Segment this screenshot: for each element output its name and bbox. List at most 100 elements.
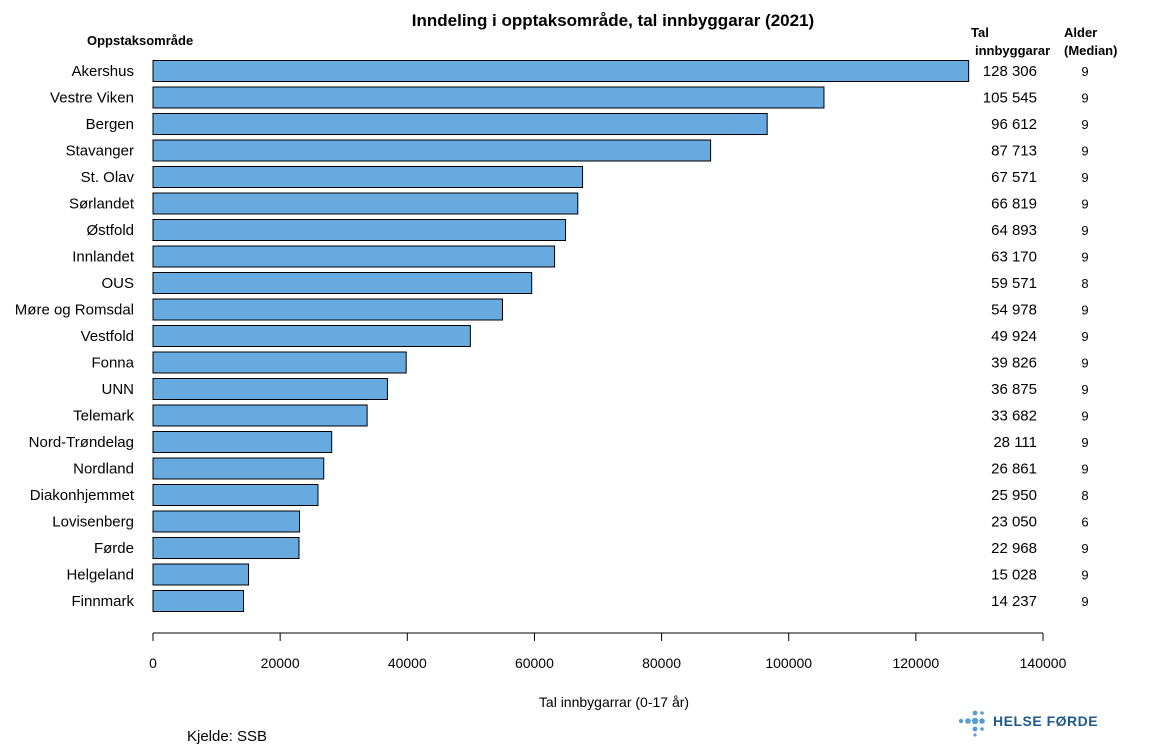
x-tick-label: 60000 xyxy=(515,655,554,671)
source-note: Kjelde: SSB xyxy=(187,728,267,745)
value-label: 23 050 xyxy=(991,514,1037,531)
median-age-label: 9 xyxy=(1081,462,1088,477)
category-label: Akershus xyxy=(71,63,134,80)
value-header-line2: innbyggarar xyxy=(975,43,1050,58)
value-label: 49 924 xyxy=(991,328,1037,345)
value-label: 15 028 xyxy=(991,567,1037,584)
median-age-label: 9 xyxy=(1081,64,1088,79)
category-label: OUS xyxy=(101,275,134,292)
median-age-label: 9 xyxy=(1081,329,1088,344)
age-labels: 9 9 9 9 9 9 9 9 8 9 9 9 9 9 9 9 8 6 9 9 9 xyxy=(1081,64,1088,609)
value-label: 39 826 xyxy=(991,355,1037,372)
x-axis: 0 20000 40000 60000 80000 100000 120000 140000 xyxy=(149,632,1067,671)
value-label: 28 111 xyxy=(993,434,1037,451)
category-label: Diakonhjemmet xyxy=(30,487,135,504)
logo-text: HELSE FØRDE xyxy=(993,713,1098,729)
category-label: Helgeland xyxy=(66,567,134,584)
median-age-label: 9 xyxy=(1081,435,1088,450)
value-label: 66 819 xyxy=(991,196,1037,213)
value-label: 59 571 xyxy=(991,275,1037,292)
helse-forde-logo: HELSE FØRDE xyxy=(958,710,1098,737)
median-age-label: 9 xyxy=(1081,409,1088,424)
bar xyxy=(152,139,712,162)
category-label: Sørlandet xyxy=(69,196,135,213)
category-label: Bergen xyxy=(86,116,134,133)
median-age-label: 9 xyxy=(1081,91,1088,106)
bar xyxy=(152,457,325,480)
median-age-label: 9 xyxy=(1081,170,1088,185)
category-header: Oppstaksområde xyxy=(87,33,193,48)
bar xyxy=(152,113,768,135)
category-label: Lovisenberg xyxy=(52,514,134,531)
x-tick-label: 80000 xyxy=(642,655,681,671)
x-tick-label: 140000 xyxy=(1020,655,1067,671)
x-axis-label: Tal innbygarrar (0-17 år) xyxy=(539,694,689,710)
bar xyxy=(152,86,825,109)
median-age-label: 9 xyxy=(1081,250,1088,265)
age-header-line1: Alder xyxy=(1064,25,1097,40)
value-label: 105 545 xyxy=(983,90,1037,107)
median-age-label: 9 xyxy=(1081,303,1088,318)
category-label: Førde xyxy=(94,540,134,557)
median-age-label: 9 xyxy=(1081,144,1088,159)
value-label: 87 713 xyxy=(991,143,1037,160)
category-label: Vestfold xyxy=(81,328,134,345)
value-labels: 128 306 105 545 96 612 87 713 67 571 66 819 64… xyxy=(983,63,1037,610)
value-label: 33 682 xyxy=(991,408,1037,425)
bar xyxy=(152,60,970,82)
value-label: 64 893 xyxy=(991,222,1037,239)
bar xyxy=(152,510,301,533)
value-label: 96 612 xyxy=(991,116,1037,133)
bar xyxy=(152,404,368,427)
median-age-label: 8 xyxy=(1081,488,1088,503)
category-labels: Akershus Vestre Viken Bergen Stavanger St. O… xyxy=(15,63,135,610)
median-age-label: 9 xyxy=(1081,197,1088,212)
median-age-label: 9 xyxy=(1081,382,1088,397)
category-label: UNN xyxy=(102,381,135,398)
value-header-line1: Tal xyxy=(971,25,989,40)
value-label: 54 978 xyxy=(991,302,1037,319)
value-label: 26 861 xyxy=(991,461,1037,478)
logo-dots-icon xyxy=(958,710,985,737)
bar xyxy=(152,166,584,188)
bar xyxy=(152,272,533,294)
bar xyxy=(152,590,245,612)
category-label: Finnmark xyxy=(71,593,134,610)
bar xyxy=(152,484,319,506)
category-label: Fonna xyxy=(91,355,134,372)
category-label: Møre og Romsdal xyxy=(15,302,134,319)
x-tick-label: 0 xyxy=(149,655,157,671)
median-age-label: 9 xyxy=(1081,594,1088,609)
x-tick-label: 120000 xyxy=(892,655,939,671)
bar xyxy=(152,192,579,215)
value-label: 67 571 xyxy=(991,169,1037,186)
category-label: Østfold xyxy=(86,222,134,239)
value-label: 22 968 xyxy=(991,540,1037,557)
median-age-label: 9 xyxy=(1081,117,1088,132)
median-age-label: 9 xyxy=(1081,356,1088,371)
median-age-label: 9 xyxy=(1081,568,1088,583)
bar xyxy=(152,219,567,241)
value-label: 14 237 xyxy=(991,593,1037,610)
median-age-label: 6 xyxy=(1081,515,1088,530)
median-age-label: 9 xyxy=(1081,223,1088,238)
bars-group xyxy=(152,60,970,612)
category-label: Stavanger xyxy=(66,143,134,160)
median-age-label: 9 xyxy=(1081,541,1088,556)
value-label: 25 950 xyxy=(991,487,1037,504)
chart-title: Inndeling i opptaksområde, tal innbyggar… xyxy=(412,11,814,30)
bar xyxy=(152,431,333,453)
bar xyxy=(152,325,471,347)
category-label: St. Olav xyxy=(81,169,135,186)
category-label: Telemark xyxy=(73,408,134,425)
category-label: Nord-Trøndelag xyxy=(29,434,134,451)
bar xyxy=(152,298,504,321)
bar xyxy=(152,537,300,559)
x-tick-label: 20000 xyxy=(261,655,300,671)
x-tick-label: 100000 xyxy=(765,655,812,671)
category-label: Vestre Viken xyxy=(50,90,134,107)
median-age-label: 8 xyxy=(1081,276,1088,291)
bar xyxy=(152,351,407,374)
value-label: 128 306 xyxy=(983,63,1037,80)
